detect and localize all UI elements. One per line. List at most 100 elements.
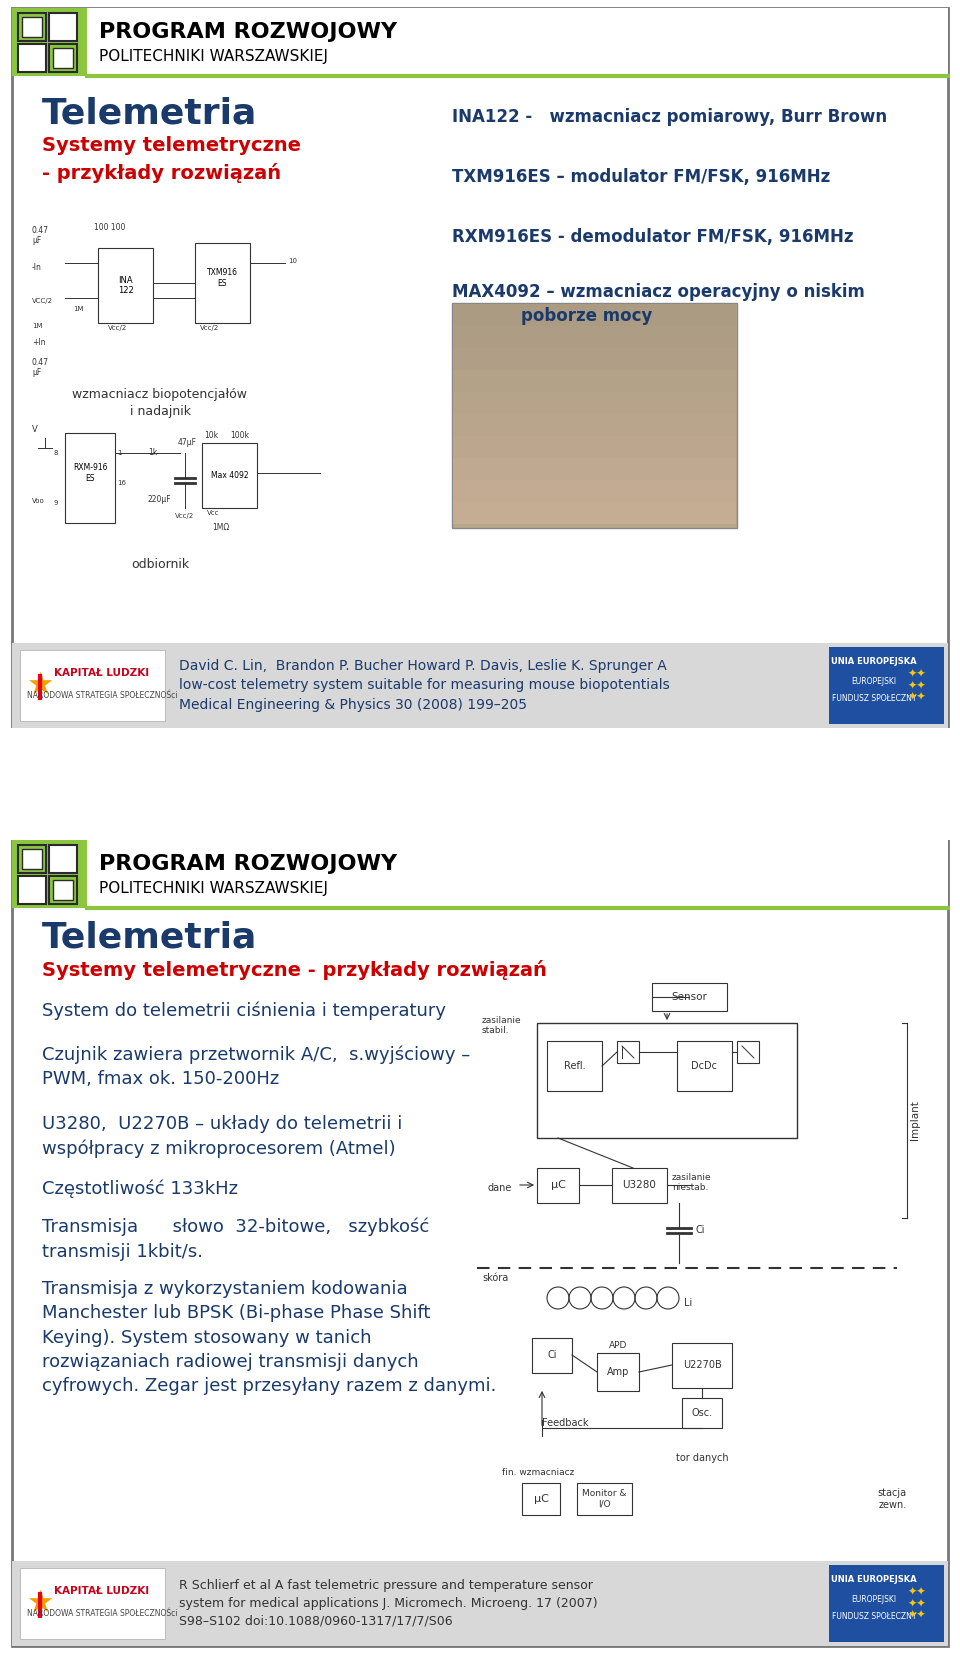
Text: PROGRAM ROZWOJOWY: PROGRAM ROZWOJOWY [99, 23, 397, 43]
Text: 16: 16 [117, 480, 126, 486]
Text: Feedback: Feedback [542, 1417, 588, 1427]
Text: U2270B: U2270B [683, 1361, 721, 1371]
Bar [22, 849, 42, 868]
Text: 1: 1 [117, 450, 122, 457]
Text: System do telemetrii ciśnienia i temperatury: System do telemetrii ciśnienia i tempera… [42, 1002, 446, 1021]
Text: KAPITAŁ LUDZKI: KAPITAŁ LUDZKI [55, 668, 150, 678]
Bar [20, 650, 165, 721]
Text: Ci: Ci [547, 1351, 557, 1361]
Text: Vcc/2: Vcc/2 [200, 324, 219, 331]
Bar [453, 480, 736, 503]
Text: Implant: Implant [910, 1100, 920, 1140]
Bar [20, 1568, 165, 1639]
Text: Transmisja      słowo  32-bitowe,   szybkość
transmisji 1kbit/s.: Transmisja słowo 32-bitowe, szybkość tra… [42, 1217, 429, 1260]
Text: RXM916ES - demodulator FM/FSK, 916MHz: RXM916ES - demodulator FM/FSK, 916MHz [452, 228, 853, 246]
Text: TXM916
ES: TXM916 ES [207, 268, 238, 288]
Text: Telemetria: Telemetria [42, 920, 257, 954]
Bar [53, 48, 73, 68]
Bar [453, 304, 736, 326]
Text: 100k: 100k [230, 432, 249, 440]
Text: KAPITAŁ LUDZKI: KAPITAŁ LUDZKI [55, 1586, 150, 1596]
Text: Monitor &
I/O: Monitor & I/O [583, 1489, 627, 1508]
Text: POLITECHNIKI WARSZAWSKIEJ: POLITECHNIKI WARSZAWSKIEJ [99, 882, 328, 896]
Text: U3280: U3280 [623, 1181, 657, 1191]
Bar [12, 1561, 948, 1646]
Text: Sensor: Sensor [672, 992, 708, 1002]
Text: stacja
zewn.: stacja zewn. [877, 1489, 907, 1510]
Bar [22, 849, 42, 868]
Bar [829, 647, 944, 724]
Bar [22, 17, 42, 36]
Bar [18, 845, 46, 873]
Bar [532, 1338, 572, 1373]
Text: Voo: Voo [32, 498, 45, 504]
Bar [12, 840, 87, 908]
Text: 0.47: 0.47 [32, 357, 49, 367]
Text: µF: µF [32, 367, 41, 377]
Bar [12, 840, 948, 908]
Bar [829, 1565, 944, 1642]
Bar [453, 503, 736, 524]
Bar [737, 1040, 759, 1064]
Bar [49, 45, 77, 73]
Bar [49, 845, 77, 873]
Text: POLITECHNIKI WARSZAWSKIEJ: POLITECHNIKI WARSZAWSKIEJ [99, 50, 328, 65]
Text: Systemy telemetryczne
- przykłady rozwiązań: Systemy telemetryczne - przykłady rozwią… [42, 136, 301, 184]
Text: μC: μC [534, 1494, 548, 1503]
Text: MAX4092 – wzmacniacz operacyjny o niskim
            poborze mocy: MAX4092 – wzmacniacz operacyjny o niskim… [452, 283, 865, 324]
Text: skóra: skóra [482, 1274, 508, 1284]
Text: DcDc: DcDc [691, 1060, 717, 1072]
Text: 1MΩ: 1MΩ [212, 523, 229, 533]
Text: µF: µF [32, 237, 41, 245]
Bar [453, 414, 736, 437]
Text: ★: ★ [26, 1589, 54, 1618]
Text: 10k: 10k [204, 432, 218, 440]
Text: Czujnik zawiera przetwornik A/C,  s.wyjściowy –
PWM, fmax ok. 150-200Hz: Czujnik zawiera przetwornik A/C, s.wyjśc… [42, 1045, 470, 1088]
Text: Amp: Amp [607, 1366, 629, 1378]
Text: FUNDUSZ SPOŁECZNY: FUNDUSZ SPOŁECZNY [831, 693, 916, 703]
Text: dane: dane [487, 1183, 512, 1193]
Text: μC: μC [551, 1181, 565, 1191]
Bar [22, 17, 42, 36]
Text: UNIA EUROPEJSKA: UNIA EUROPEJSKA [831, 1575, 917, 1585]
Text: ✦✦
✦✦
✦✦: ✦✦ ✦✦ ✦✦ [907, 1586, 926, 1621]
Bar [682, 1398, 722, 1427]
Bar [0, 728, 960, 840]
Text: wzmacniacz biopotencjałów
i nadajnik: wzmacniacz biopotencjałów i nadajnik [73, 389, 248, 418]
Text: PROGRAM ROZWOJOWY: PROGRAM ROZWOJOWY [99, 855, 397, 875]
Text: U3280,  U2270B – układy do telemetrii i
współpracy z mikroprocesorem (Atmel): U3280, U2270B – układy do telemetrii i w… [42, 1115, 402, 1158]
Text: 8: 8 [53, 450, 58, 457]
Text: -In: -In [32, 263, 42, 271]
Text: TXM916ES – modulator FM/FSK, 916MHz: TXM916ES – modulator FM/FSK, 916MHz [452, 169, 830, 185]
Text: fin. wzmacniacz: fin. wzmacniacz [502, 1469, 574, 1477]
Text: Ci: Ci [695, 1226, 705, 1236]
Bar [537, 1168, 579, 1202]
Bar [577, 1484, 632, 1515]
Text: ✦✦
✦✦
✦✦: ✦✦ ✦✦ ✦✦ [907, 668, 926, 701]
Bar [452, 303, 737, 528]
Bar [522, 1484, 560, 1515]
Bar [12, 8, 948, 76]
Text: 1M: 1M [32, 323, 42, 329]
Text: APD: APD [609, 1341, 627, 1350]
Bar [12, 643, 948, 728]
Text: ★: ★ [26, 672, 54, 700]
Text: 47µF: 47µF [178, 438, 197, 447]
Text: Refl.: Refl. [564, 1060, 586, 1072]
Bar [65, 433, 115, 523]
Text: 220µF: 220µF [148, 495, 172, 504]
Bar [53, 880, 73, 900]
Bar [12, 8, 87, 76]
Text: INA
122: INA 122 [118, 276, 133, 294]
Text: EUROPEJSKI: EUROPEJSKI [852, 676, 897, 686]
Text: 9: 9 [53, 500, 58, 506]
Bar [612, 1168, 667, 1202]
Text: tor danych: tor danych [676, 1452, 729, 1464]
Text: zasilanie
stabil.: zasilanie stabil. [482, 1016, 521, 1035]
Text: 1k: 1k [148, 448, 157, 457]
Bar [453, 392, 736, 414]
Bar [537, 1024, 797, 1138]
Text: V: V [32, 425, 37, 433]
Bar [453, 437, 736, 458]
Text: 10: 10 [288, 258, 297, 265]
